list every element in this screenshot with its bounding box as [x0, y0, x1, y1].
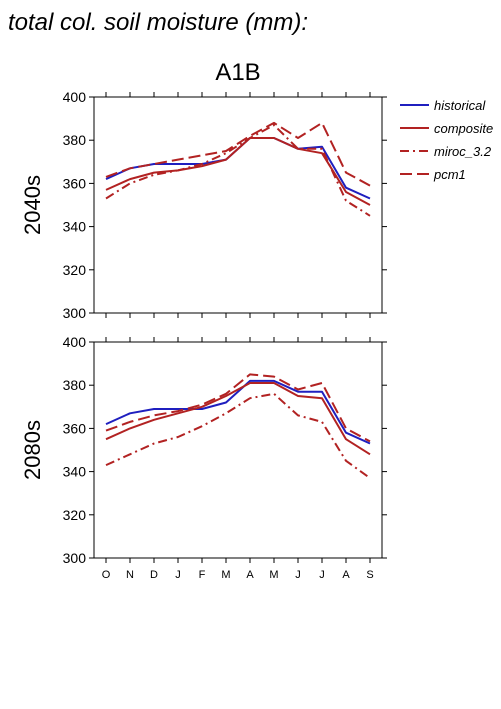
x-tick-label: M — [269, 569, 278, 581]
y-tick-label: 320 — [63, 507, 87, 523]
series-line-pcm1 — [105, 373, 371, 443]
series-line-pcm1 — [105, 121, 371, 187]
x-tick-label: O — [102, 569, 111, 581]
x-tick-label: D — [150, 569, 158, 581]
scenario-title: A1B — [215, 59, 260, 86]
y-tick-label: 340 — [63, 464, 87, 480]
legend-label-miroc_3.2: miroc_3.2 — [434, 144, 492, 159]
panel-2080s: 300 320 340 360 380 400 O N D J F M A M J J A S 2080s — [20, 334, 387, 581]
legend-label-historical: historical — [434, 98, 486, 113]
series-line-miroc_3.2 — [105, 124, 371, 217]
legend: historical composite miroc_3.2 pcm1 — [400, 98, 493, 182]
x-tick-label: F — [199, 569, 206, 581]
series-line-composite — [105, 137, 371, 206]
plot-frame — [93, 96, 383, 314]
x-tick-label: A — [342, 569, 350, 581]
x-tick-label: A — [246, 569, 254, 581]
figure-title: total col. soil moisture (mm): — [8, 9, 308, 36]
series-line-miroc_3.2 — [105, 392, 371, 479]
panel-2040s: 300 320 340 360 380 400 2040s — [20, 89, 387, 321]
chart-panels: 300 320 340 360 380 400 2040s 300 320 340 360 380 40… — [20, 89, 387, 581]
y-tick-label: 360 — [63, 175, 87, 191]
legend-label-pcm1: pcm1 — [433, 167, 466, 182]
y-axis-label: 2080s — [20, 420, 45, 480]
y-tick-label: 400 — [63, 334, 87, 350]
x-tick-label: J — [295, 569, 301, 581]
series-line-historical — [105, 379, 371, 445]
x-tick-label: S — [366, 569, 373, 581]
y-tick-label: 400 — [63, 89, 87, 105]
series-line-composite — [105, 382, 371, 456]
x-tick-label: J — [175, 569, 181, 581]
x-tick-label: N — [126, 569, 134, 581]
y-axis-label: 2040s — [20, 175, 45, 235]
legend-label-composite: composite — [434, 121, 493, 136]
plot-frame — [93, 341, 383, 559]
y-tick-label: 300 — [63, 550, 87, 566]
y-tick-label: 380 — [63, 377, 87, 393]
y-tick-label: 320 — [63, 262, 87, 278]
x-tick-label: J — [319, 569, 325, 581]
y-tick-label: 340 — [63, 219, 87, 235]
y-tick-label: 300 — [63, 305, 87, 321]
x-tick-label: M — [221, 569, 230, 581]
y-tick-label: 360 — [63, 420, 87, 436]
y-tick-label: 380 — [63, 132, 87, 148]
